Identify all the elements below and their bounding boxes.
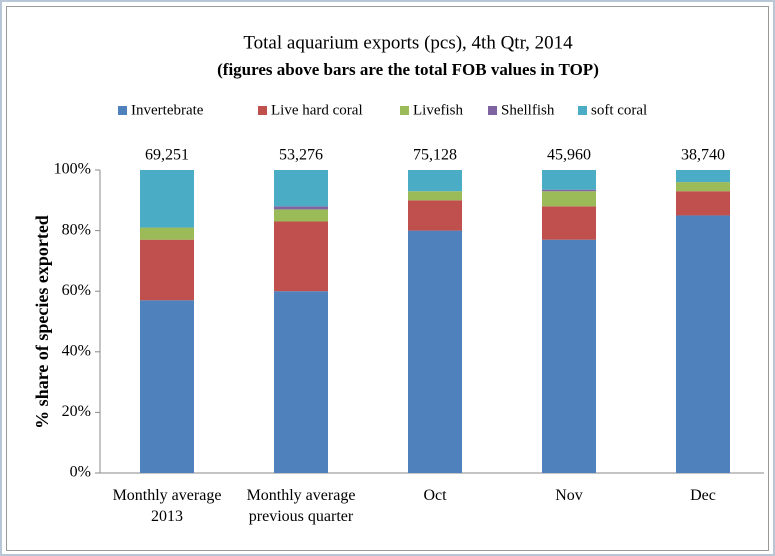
legend-swatch (258, 106, 267, 115)
chart-subtitle: (figures above bars are the total FOB va… (217, 60, 599, 79)
legend-swatch (400, 106, 409, 115)
bar-segment (676, 215, 730, 473)
legend-swatch (118, 106, 127, 115)
y-tick-label: 60% (62, 282, 91, 299)
y-tick-label: 0% (70, 464, 91, 481)
total-label: 38,740 (681, 147, 725, 164)
x-tick-label: Dec (690, 487, 716, 504)
bar-segment (408, 170, 462, 192)
bar-segment (140, 300, 194, 473)
y-tick-label: 40% (62, 342, 91, 359)
legend-label: Livefish (413, 102, 463, 118)
y-axis-label: % share of species exported (32, 215, 52, 429)
chart-title: Total aquarium exports (pcs), 4th Qtr, 2… (243, 32, 573, 53)
bar-segment (274, 221, 328, 292)
bar-segment (408, 230, 462, 473)
legend-swatch (578, 106, 587, 115)
bar-segment (140, 170, 194, 228)
total-label: 53,276 (279, 147, 323, 164)
bar-segment (676, 191, 730, 216)
y-tick-label: 20% (62, 403, 91, 420)
x-tick-label: Monthly average 2013 (112, 487, 222, 525)
bar-segment (408, 200, 462, 231)
x-tick-label: Oct (423, 487, 447, 504)
total-label: 75,128 (413, 147, 457, 164)
bar-segment (542, 206, 596, 240)
total-label: 45,960 (547, 147, 591, 164)
bar-segment (140, 227, 194, 240)
y-tick-label: 100% (54, 161, 91, 178)
bar-segment (542, 189, 596, 192)
bar-segment (542, 239, 596, 473)
bar-segment (542, 191, 596, 207)
legend-label: Shellfish (501, 102, 555, 118)
x-tick-label: Monthly average previous quarter (246, 487, 356, 525)
y-tick-label: 80% (62, 221, 91, 238)
bar-segment (542, 170, 596, 190)
legend-swatch (488, 106, 497, 115)
chart-area (6, 6, 769, 551)
legend-label: Live hard coral (271, 102, 363, 118)
bar-segment (274, 291, 328, 473)
bar-segment (408, 191, 462, 201)
x-tick-label: Nov (555, 487, 583, 504)
bar-segment (274, 170, 328, 207)
total-label: 69,251 (145, 147, 189, 164)
bar-segment (140, 239, 194, 301)
legend-label: Invertebrate (131, 102, 204, 118)
bar-segment (676, 170, 730, 183)
legend-label: soft coral (591, 102, 647, 118)
bar-segment (274, 209, 328, 222)
bar-segment (676, 182, 730, 192)
bar-segment (274, 206, 328, 210)
